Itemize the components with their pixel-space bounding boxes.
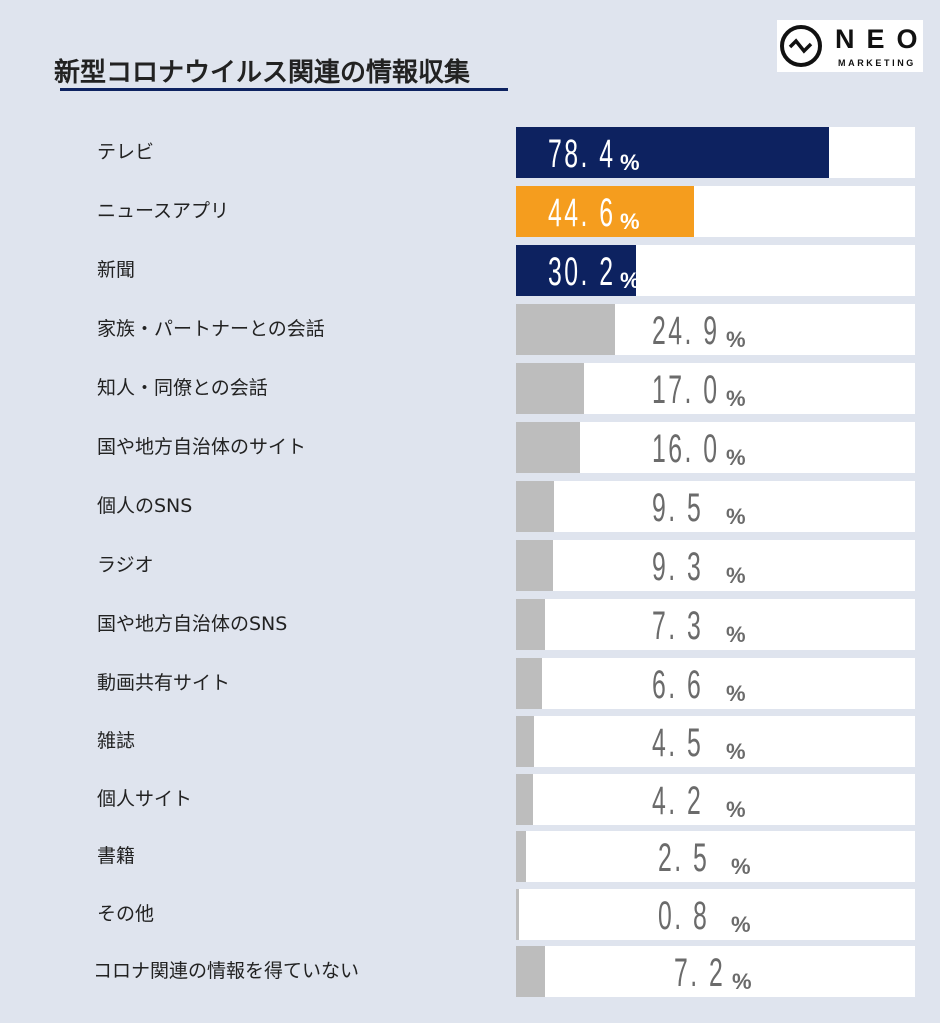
- category-label: 個人サイト: [97, 788, 193, 810]
- value-label: 4. 5: [652, 721, 704, 765]
- bar: [516, 127, 829, 178]
- bar: [516, 422, 580, 473]
- value-label: 30. 2: [548, 250, 616, 294]
- category-label: 国や地方自治体のサイト: [97, 436, 307, 458]
- percent-sign: %: [726, 797, 746, 822]
- category-label: 家族・パートナーとの会話: [97, 318, 325, 340]
- percent-sign: %: [726, 739, 746, 764]
- value-label: 7. 3: [652, 604, 704, 648]
- bar-track: 0. 8%: [516, 889, 915, 940]
- bar: [516, 831, 526, 882]
- value-label: 2. 5: [658, 836, 710, 880]
- value-label: 16. 0: [652, 427, 720, 471]
- neo-marketing-logo: NEO MARKETING: [777, 20, 923, 72]
- bar-row: 知人・同僚との会話 17. 0%: [0, 363, 940, 414]
- bar-track: 2. 5%: [516, 831, 915, 882]
- percent-sign: %: [726, 622, 746, 647]
- bar: [516, 658, 543, 709]
- bar-track: 24. 9%: [516, 304, 915, 355]
- percent-sign: %: [732, 969, 752, 994]
- category-label: 書籍: [97, 845, 136, 867]
- percent-sign: %: [731, 854, 751, 879]
- percent-sign: %: [726, 681, 746, 706]
- logo-text: NEO: [835, 24, 923, 54]
- bar-track: 9. 3%: [516, 540, 915, 591]
- bar-row: 国や地方自治体のSNS 7. 3%: [0, 599, 940, 650]
- bar: [516, 946, 545, 997]
- percent-sign: %: [726, 563, 746, 588]
- bar-row: 動画共有サイト 6. 6%: [0, 658, 940, 709]
- bar-track: 4. 5%: [516, 716, 915, 767]
- bar: [516, 186, 694, 237]
- bar-track: 7. 3%: [516, 599, 915, 650]
- value-label: 7. 2: [674, 951, 726, 995]
- bar-row: ニュースアプリ 44. 6%: [0, 186, 940, 237]
- bar-row: 個人サイト 4. 2%: [0, 774, 940, 825]
- bar-track: 7. 2%: [516, 946, 915, 997]
- percent-sign: %: [731, 912, 751, 937]
- bar-track: 44. 6%: [516, 186, 915, 237]
- category-label: 国や地方自治体のSNS: [97, 613, 288, 635]
- bar-track: 6. 6%: [516, 658, 915, 709]
- category-label: 動画共有サイト: [97, 672, 231, 694]
- bar: [516, 245, 637, 296]
- bar: [516, 716, 534, 767]
- category-label: その他: [97, 903, 155, 925]
- category-label: ラジオ: [97, 554, 154, 576]
- bar-track: 4. 2%: [516, 774, 915, 825]
- bar-row: 新聞 30. 2%: [0, 245, 940, 296]
- percent-sign: %: [726, 327, 746, 352]
- category-label: 雑誌: [97, 730, 136, 752]
- bar-track: 17. 0%: [516, 363, 915, 414]
- category-label: テレビ: [97, 141, 155, 163]
- bar-track: 16. 0%: [516, 422, 915, 473]
- title-underline: [60, 88, 508, 91]
- bar-track: 30. 2%: [516, 245, 915, 296]
- bar: [516, 540, 554, 591]
- logo-subtext: MARKETING: [838, 58, 916, 68]
- value-label: 6. 6: [652, 663, 704, 707]
- bar: [516, 774, 533, 825]
- bar: [516, 304, 616, 355]
- value-label: 78. 4: [548, 132, 616, 176]
- category-label: ニュースアプリ: [97, 200, 230, 222]
- bar-row: 雑誌 4. 5%: [0, 716, 940, 767]
- bar-row: 家族・パートナーとの会話 24. 9%: [0, 304, 940, 355]
- bar-row: 書籍 2. 5%: [0, 831, 940, 882]
- bar-track: 78. 4%: [516, 127, 915, 178]
- value-label: 4. 2: [652, 779, 704, 823]
- value-label: 0. 8: [658, 894, 710, 938]
- percent-sign: %: [726, 445, 746, 470]
- category-label: コロナ関連の情報を得ていない: [93, 960, 360, 982]
- value-label: 9. 3: [652, 545, 704, 589]
- bar: [516, 363, 584, 414]
- category-label: 知人・同僚との会話: [97, 377, 268, 399]
- bar-row: 国や地方自治体のサイト 16. 0%: [0, 422, 940, 473]
- bar-row: ラジオ 9. 3%: [0, 540, 940, 591]
- bar: [516, 889, 520, 940]
- percent-sign: %: [620, 150, 640, 175]
- bar: [516, 481, 554, 532]
- bar-row: テレビ 78. 4%: [0, 127, 940, 178]
- percent-sign: %: [620, 209, 640, 234]
- value-label: 17. 0: [652, 368, 720, 412]
- category-label: 新聞: [97, 259, 136, 281]
- logo-icon: NEO MARKETING: [780, 24, 923, 68]
- percent-sign: %: [726, 504, 746, 529]
- percent-sign: %: [620, 268, 640, 293]
- value-label: 24. 9: [652, 309, 720, 353]
- bar-row: 個人のSNS 9. 5%: [0, 481, 940, 532]
- value-label: 44. 6: [548, 191, 616, 235]
- value-label: 9. 5: [652, 486, 704, 530]
- chart-title: 新型コロナウイルス関連の情報収集: [54, 58, 471, 88]
- bar-row: その他 0. 8%: [0, 889, 940, 940]
- bar-track: 9. 5%: [516, 481, 915, 532]
- category-label: 個人のSNS: [97, 495, 193, 517]
- bar: [516, 599, 546, 650]
- percent-sign: %: [726, 386, 746, 411]
- bar-row: コロナ関連の情報を得ていない 7. 2%: [0, 946, 940, 997]
